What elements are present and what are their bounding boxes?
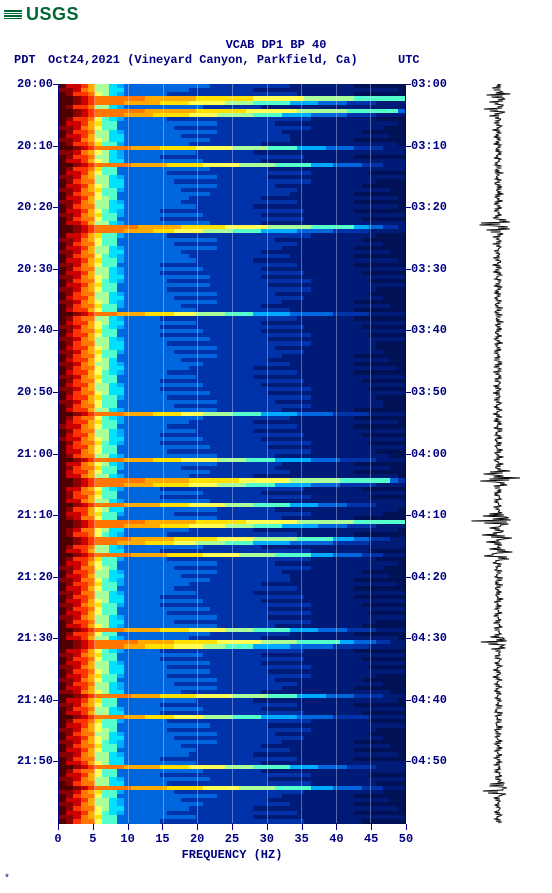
tz-left-label: PDT <box>14 53 36 67</box>
y-right-label: 03:40 <box>411 323 453 337</box>
x-tick-label: 50 <box>399 832 413 846</box>
logo-waves-icon <box>4 10 22 19</box>
y-left-label: 21:50 <box>9 754 53 768</box>
x-axis-title: FREQUENCY (HZ) <box>58 848 406 862</box>
usgs-logo: USGS <box>4 4 79 25</box>
y-right-label: 04:10 <box>411 508 453 522</box>
spectrogram-canvas <box>59 84 405 823</box>
y-right-label: 04:50 <box>411 754 453 768</box>
x-tick-label: 5 <box>89 832 96 846</box>
y-right-label: 03:30 <box>411 262 453 276</box>
y-right-label: 03:10 <box>411 139 453 153</box>
y-left-label: 21:00 <box>9 447 53 461</box>
y-right-label: 03:20 <box>411 200 453 214</box>
y-left-label: 20:20 <box>9 200 53 214</box>
x-tick-label: 35 <box>294 832 308 846</box>
x-tick-label: 45 <box>364 832 378 846</box>
y-left-label: 20:40 <box>9 323 53 337</box>
y-left-label: 21:40 <box>9 693 53 707</box>
y-right-label: 03:00 <box>411 77 453 91</box>
date-location-label: Oct24,2021 (Vineyard Canyon, Parkfield, … <box>48 53 358 67</box>
x-tick-label: 10 <box>120 832 134 846</box>
y-left-label: 21:10 <box>9 508 53 522</box>
x-tick-label: 30 <box>260 832 274 846</box>
y-right-label: 04:30 <box>411 631 453 645</box>
y-left-label: 20:30 <box>9 262 53 276</box>
x-tick-label: 0 <box>54 832 61 846</box>
tz-right-label: UTC <box>398 53 420 67</box>
x-tick-label: 15 <box>155 832 169 846</box>
y-left-label: 20:00 <box>9 77 53 91</box>
y-left-label: 20:50 <box>9 385 53 399</box>
y-right-label: 03:50 <box>411 385 453 399</box>
corner-marker: * <box>4 874 10 885</box>
x-tick-label: 25 <box>225 832 239 846</box>
waveform-trace <box>460 84 536 824</box>
chart-title: VCAB DP1 BP 40 <box>0 38 552 52</box>
y-right-label: 04:40 <box>411 693 453 707</box>
spectrogram-plot: 20:0003:0020:1003:1020:2003:2020:3003:30… <box>58 84 406 824</box>
y-left-label: 21:20 <box>9 570 53 584</box>
logo-text: USGS <box>26 4 79 25</box>
y-right-label: 04:20 <box>411 570 453 584</box>
y-left-label: 21:30 <box>9 631 53 645</box>
x-tick-label: 40 <box>329 832 343 846</box>
y-right-label: 04:00 <box>411 447 453 461</box>
x-tick-label: 20 <box>190 832 204 846</box>
y-left-label: 20:10 <box>9 139 53 153</box>
